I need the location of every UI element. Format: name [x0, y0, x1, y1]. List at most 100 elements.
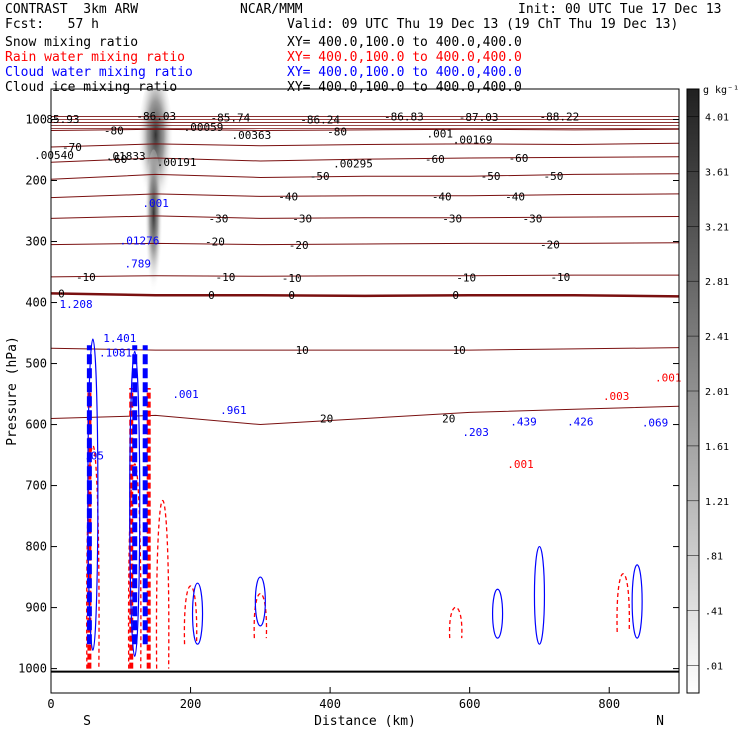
temperature-label: -60 [107, 153, 127, 166]
temperature-label: -40 [432, 190, 452, 203]
snow-max-label: .00540 [34, 149, 74, 162]
x-tick-label: 0 [47, 697, 54, 711]
field-cloudwater-label: Cloud water mixing ratio [5, 65, 193, 80]
cloud-water-contour [631, 564, 643, 639]
colorbar-unit: g kg⁻¹ [703, 85, 739, 96]
colorbar-level-label: 2.41 [705, 332, 729, 343]
x-tick-label: 600 [459, 697, 481, 711]
colorbar-level-label: 1.61 [705, 442, 729, 453]
x-tick-label: 200 [180, 697, 202, 711]
low-value-label: -86.83 [384, 110, 424, 123]
temperature-label: -40 [505, 190, 525, 203]
temperature-label: -60 [509, 152, 529, 165]
colorbar-level-label: .01 [705, 662, 723, 673]
cloud-water-label: .1081 [99, 347, 132, 360]
temperature-contour--20 [51, 242, 679, 246]
temperature-label: -30 [442, 212, 462, 225]
cloud-water-contour [491, 588, 504, 639]
cloud-water-label: .069 [642, 417, 669, 430]
cloud-water-label: .426 [567, 416, 594, 429]
y-tick-label: 100 [25, 113, 47, 127]
temperature-label: -10 [550, 271, 570, 284]
snow-max-label: .00191 [157, 156, 197, 169]
low-value-label: -86.03 [136, 110, 176, 123]
temperature-contour--80 [51, 128, 679, 131]
temperature-label: -30 [523, 212, 543, 225]
field-rain-xy: XY= 400.0,100.0 to 400.0,400.0 [287, 50, 522, 65]
rain-label: .001 [507, 458, 534, 471]
temperature-contour-10 [51, 347, 679, 351]
colorbar-level-label: .81 [705, 552, 723, 563]
cloud-water-label: .789 [124, 257, 151, 270]
temperature-label: -10 [216, 271, 236, 284]
x-tick-label: 800 [598, 697, 620, 711]
field-cloudice-xy: XY= 400.0,100.0 to 400.0,400.0 [287, 80, 522, 95]
temperature-label: 0 [288, 289, 295, 302]
low-value-label: -88.22 [540, 110, 580, 123]
temperature-label: -80 [104, 124, 124, 137]
colorbar-level-label: 1.21 [705, 497, 729, 508]
temperature-label: 0 [452, 289, 459, 302]
y-tick-label: 200 [25, 174, 47, 188]
cloud-water-label: .01276 [120, 234, 160, 247]
colorbar-level-label: 2.81 [705, 277, 729, 288]
colorbar-level-label: .41 [705, 607, 723, 618]
temperature-label: -30 [209, 212, 229, 225]
temperature-contour--60 [51, 156, 679, 163]
cloud-water-contour [129, 350, 141, 657]
cloud-water-contour [254, 576, 266, 627]
temperature-label: 0 [58, 287, 65, 300]
snow-max-label: .00295 [333, 157, 373, 170]
y-tick-label: 400 [25, 296, 47, 310]
temperature-label: -60 [425, 153, 445, 166]
rain-label: .001 [655, 372, 682, 385]
plot-frame [50, 88, 680, 694]
field-rain-label: Rain water mixing ratio [5, 50, 186, 65]
temperature-label: -10 [282, 272, 302, 285]
header-valid: Valid: 09 UTC Thu 19 Dec 13 (19 ChT Thu … [287, 17, 679, 32]
temperature-label: -40 [278, 190, 298, 203]
rain-contour [155, 499, 170, 669]
colorbar-level-label: 3.61 [705, 167, 729, 178]
cloud-water-label: .439 [510, 416, 537, 429]
y-tick-label: 1000 [18, 662, 47, 676]
temperature-contour-20 [51, 405, 679, 426]
x-tick-label: 400 [319, 697, 341, 711]
cloud-water-contour [533, 545, 546, 645]
x-axis-label: Distance (km) [314, 714, 416, 729]
cloud-water-label: .001 [172, 388, 199, 401]
temperature-label: 10 [453, 344, 466, 357]
y-tick-label: 500 [25, 357, 47, 371]
rain-contour [183, 585, 198, 645]
temperature-label: -50 [310, 170, 330, 183]
snow-max-label: .00059 [184, 121, 224, 134]
cloud-water-label: .05 [84, 450, 104, 463]
colorbar-level-label: 2.01 [705, 387, 729, 398]
snow-max-label: .00169 [453, 134, 493, 147]
temperature-label: 20 [442, 412, 455, 425]
field-cloudwater-xy: XY= 400.0,100.0 to 400.0,400.0 [287, 65, 522, 80]
temperature-label: 0 [208, 289, 215, 302]
temperature-contour--10 [51, 274, 679, 278]
temperature-label: -30 [292, 212, 312, 225]
y-tick-label: 600 [25, 418, 47, 432]
snow-plume-lower [144, 149, 163, 310]
rain-contour [127, 463, 142, 669]
cloud-water-label: .203 [462, 426, 489, 439]
temperature-contour--50 [51, 173, 679, 180]
y-tick-label: 700 [25, 479, 47, 493]
rain-contour [86, 445, 100, 669]
temperature-label: 10 [296, 344, 309, 357]
cloud-water-contour [191, 582, 204, 645]
temperature-label: -10 [76, 271, 96, 284]
snow-max-label: .001 [427, 128, 454, 141]
temperature-label: -10 [456, 272, 476, 285]
header-fcst: Fcst: 57 h [5, 17, 99, 32]
field-snow-label: Snow mixing ratio [5, 35, 139, 50]
low-value-label: -85.74 [211, 112, 251, 125]
low-value-label: -87.03 [459, 111, 499, 124]
temperature-contour--70 [51, 142, 679, 148]
temperature-label: -20 [205, 236, 225, 249]
field-snow-xy: XY= 400.0,100.0 to 400.0,400.0 [287, 35, 522, 50]
